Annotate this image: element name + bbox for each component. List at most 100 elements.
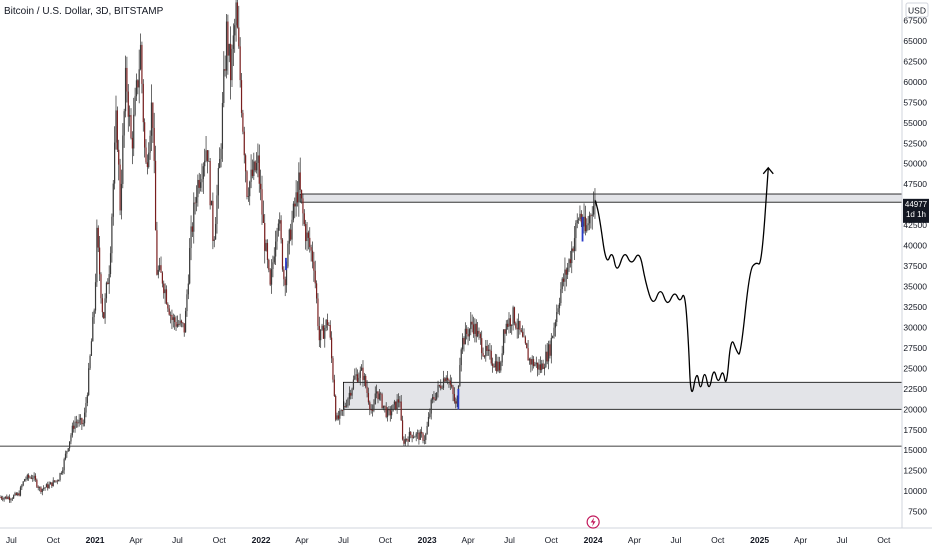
candle-body (43, 488, 45, 489)
candle-175 (238, 5, 240, 49)
candle-body (588, 215, 591, 224)
candle-0 (0, 495, 1, 498)
candle-body (210, 200, 213, 206)
candle-185 (251, 159, 254, 179)
candle-234 (318, 316, 320, 348)
candle-242 (329, 320, 331, 340)
candle-body (377, 391, 379, 400)
candle-body (292, 203, 294, 220)
candle-body (2, 498, 4, 500)
candle-body (68, 441, 71, 449)
candle-153 (208, 150, 210, 162)
candle-380 (517, 313, 520, 339)
candle-body (22, 481, 24, 486)
candle-body (273, 256, 275, 263)
candle-228 (310, 244, 312, 262)
candle-207 (281, 237, 284, 272)
candle-body (515, 323, 517, 328)
candle-body (97, 227, 99, 248)
candle-body (15, 493, 17, 496)
candle-403 (549, 340, 551, 359)
candle-body (352, 379, 355, 389)
candle-body (532, 359, 535, 366)
x-tick-label: Oct (379, 535, 393, 545)
candle-body (168, 308, 170, 315)
candle-body (45, 484, 47, 488)
currency-button[interactable]: USD (905, 2, 929, 18)
currency-button-label: USD (908, 6, 926, 16)
candle-body (346, 405, 348, 407)
candle-236 (321, 323, 323, 331)
candle-body (8, 497, 11, 501)
candle-73 (99, 235, 101, 282)
candle-363 (494, 353, 496, 371)
y-tick-label: 40000 (903, 241, 927, 251)
candle-90 (122, 123, 124, 189)
candle-354 (482, 347, 484, 357)
candle-body (107, 282, 109, 285)
candle-body (93, 310, 95, 318)
candle-body (141, 44, 143, 84)
candle-425 (579, 205, 581, 222)
candle-body (460, 349, 462, 366)
candle-415 (565, 267, 567, 287)
candle-body (501, 353, 503, 363)
candle-body (401, 420, 404, 440)
x-tick-label: Apr (628, 535, 641, 545)
candle-401 (546, 342, 548, 365)
candle-body (552, 336, 554, 338)
candle-body (120, 183, 123, 211)
candle-222 (302, 193, 304, 226)
candle-body (242, 112, 244, 132)
candle-82 (111, 213, 113, 263)
candle-body (445, 377, 447, 382)
candle-body (180, 320, 183, 323)
candle-body (239, 46, 241, 81)
candle-body (485, 345, 487, 357)
candle-body (332, 358, 334, 380)
candle-body (78, 419, 80, 424)
candle-body (392, 404, 394, 412)
candle-166 (225, 13, 228, 79)
candle-body (193, 202, 195, 232)
candle-173 (235, 0, 237, 42)
candle-body (279, 220, 281, 224)
candle-307 (418, 429, 420, 445)
candle-115 (156, 221, 158, 276)
candle-body (194, 202, 196, 204)
candle-body (483, 355, 486, 357)
candle-197 (268, 258, 270, 273)
candle-244 (332, 356, 334, 383)
candle-161 (219, 147, 221, 169)
candle-238 (324, 325, 326, 348)
candle-116 (157, 265, 159, 279)
candle-body (17, 493, 19, 496)
candle-251 (341, 409, 344, 416)
candle-body (539, 364, 541, 371)
candle-body (4, 496, 7, 498)
candle-5 (6, 494, 8, 500)
candle-body (356, 374, 359, 382)
candle-body (123, 111, 125, 136)
candle-249 (339, 408, 341, 425)
candle-body (52, 480, 54, 487)
candle-133 (180, 319, 183, 328)
candle-body (300, 189, 303, 199)
candle-body (311, 250, 314, 262)
candle-body (306, 232, 308, 242)
candle-396 (539, 356, 541, 374)
candle-130 (176, 315, 178, 328)
candle-384 (523, 328, 525, 338)
candle-3 (3, 496, 5, 502)
candle-body (62, 470, 64, 474)
candle-body (381, 394, 383, 408)
flash-icon[interactable] (586, 515, 600, 529)
candle-body (145, 147, 147, 163)
candle-body (186, 294, 188, 312)
x-tick-label: Oct (711, 535, 725, 545)
candle-body (471, 321, 473, 325)
candle-body (89, 355, 91, 369)
candle-44 (59, 472, 61, 482)
candle-body (330, 337, 333, 359)
